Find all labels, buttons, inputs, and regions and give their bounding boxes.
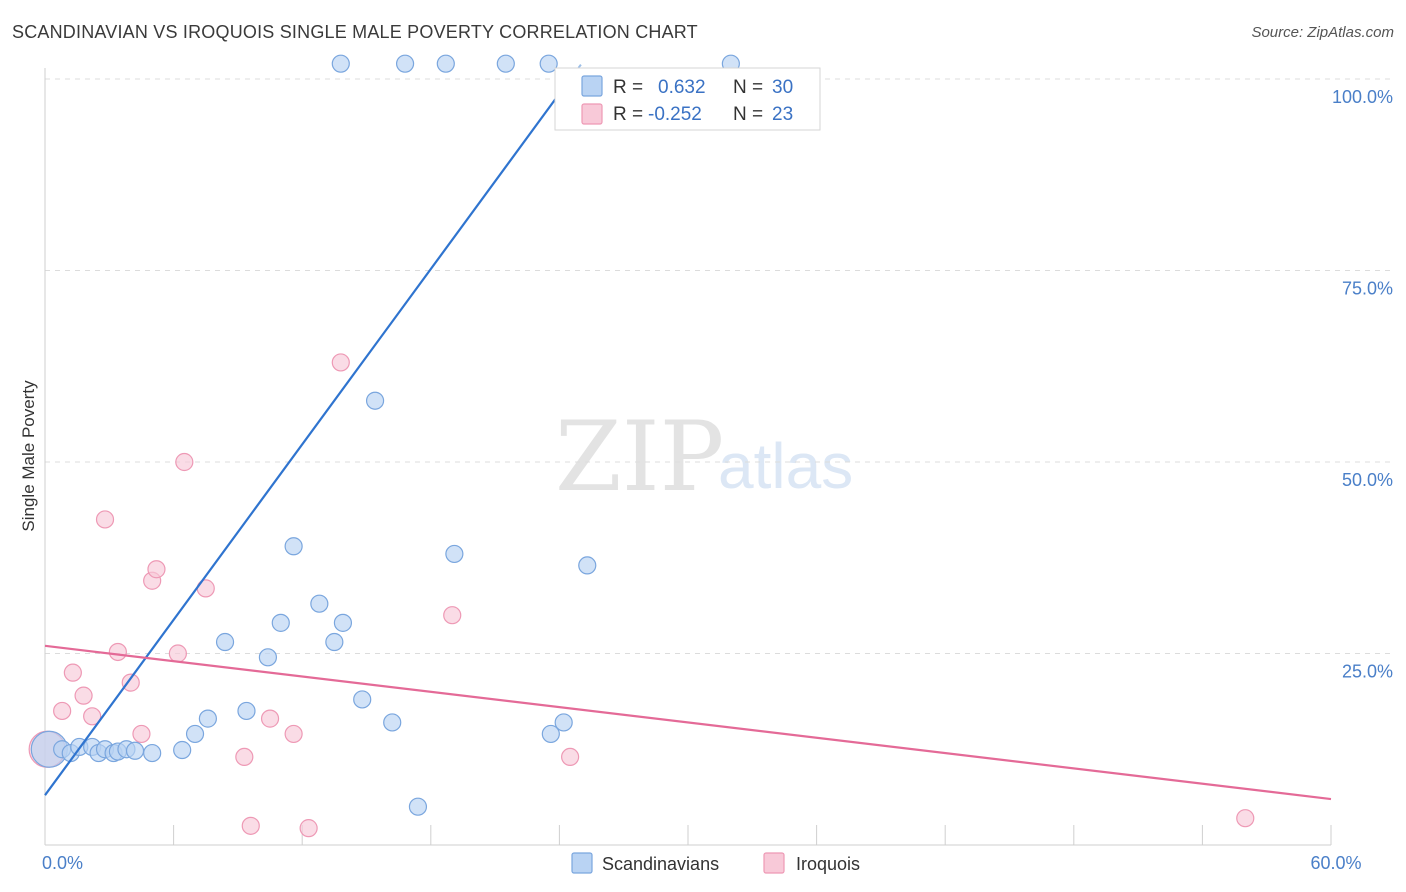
stats-n-label-blue: N = bbox=[733, 77, 763, 98]
iroquois-point bbox=[1236, 809, 1255, 828]
stats-r-value-blue: 0.632 bbox=[658, 77, 706, 98]
legend-label-scandinavians: Scandinavians bbox=[602, 854, 719, 874]
scandinavians-point bbox=[215, 632, 235, 652]
scandinavians-point bbox=[310, 594, 329, 613]
scandinavians-point bbox=[436, 54, 455, 73]
watermark-atlas: atlas bbox=[718, 430, 853, 502]
watermark: ZIP atlas bbox=[555, 401, 853, 513]
iroquois-point bbox=[241, 816, 260, 835]
stats-swatch-pink bbox=[581, 103, 603, 125]
stats-n-value-pink: 23 bbox=[772, 104, 793, 125]
stats-n-value-blue: 30 bbox=[772, 77, 793, 98]
scandinavians-point bbox=[541, 724, 560, 744]
axes bbox=[44, 68, 1332, 846]
iroquois-point bbox=[53, 701, 72, 721]
scandinavians-point bbox=[395, 54, 415, 73]
iroquois-point bbox=[147, 560, 166, 579]
scandinavians-point bbox=[333, 613, 353, 632]
iroquois-point bbox=[74, 686, 93, 705]
scandinavians-point bbox=[258, 648, 278, 667]
scandinavians-point bbox=[554, 713, 573, 732]
iroquois-point bbox=[331, 353, 350, 372]
iroquois-point bbox=[63, 663, 82, 682]
scandinavians-point bbox=[353, 690, 372, 709]
scandinavians-point bbox=[125, 741, 145, 760]
source-note: Source: ZipAtlas.com bbox=[1251, 24, 1394, 41]
scandinavians-point bbox=[198, 709, 217, 728]
iroquois-point bbox=[235, 747, 254, 767]
y-tick-label: 75.0% bbox=[1342, 279, 1393, 299]
watermark-zip: ZIP bbox=[555, 401, 724, 513]
legend-swatch-scandinavians bbox=[571, 852, 593, 874]
x-tick-label: 0.0% bbox=[42, 853, 83, 873]
scandinavians-point bbox=[331, 54, 350, 73]
scandinavian-points bbox=[30, 54, 740, 816]
stats-r-label-blue: R = bbox=[613, 77, 643, 98]
iroquois-point bbox=[108, 642, 127, 662]
iroquois-point bbox=[561, 747, 580, 767]
stats-r-value-pink: -0.252 bbox=[648, 104, 702, 125]
scandinavians-point bbox=[325, 632, 344, 652]
y-tick-label: 25.0% bbox=[1342, 662, 1393, 682]
iroquois-point bbox=[443, 606, 462, 625]
iroquois-point bbox=[121, 673, 140, 692]
iroquois-point bbox=[175, 452, 194, 472]
x-tick-label: 60.0% bbox=[1310, 853, 1361, 873]
scandinavians-point bbox=[383, 713, 402, 732]
stats-n-label-pink: N = bbox=[733, 104, 763, 125]
scandinavians-point bbox=[408, 797, 428, 816]
scandinavians-point bbox=[365, 391, 385, 410]
scandinavians-point bbox=[445, 544, 464, 564]
scandinavians-point bbox=[185, 724, 205, 744]
scandinavians-point bbox=[173, 740, 192, 760]
iroquois-point bbox=[168, 644, 187, 663]
scandinavians-point bbox=[539, 54, 558, 73]
x-tick-labels: 0.0% 60.0% bbox=[42, 853, 1362, 873]
gridlines bbox=[45, 78, 1395, 654]
iroquois-point bbox=[284, 724, 303, 744]
stats-box: R = 0.632 N = 30 R = -0.252 N = 23 bbox=[554, 67, 821, 131]
scandinavians-point bbox=[271, 613, 290, 632]
iroquois-point bbox=[132, 724, 151, 744]
iroquois-point bbox=[95, 510, 115, 529]
scandinavians-point bbox=[237, 701, 256, 721]
y-tick-labels: 25.0% 50.0% 75.0% 100.0% bbox=[1332, 87, 1393, 682]
iroquois-point bbox=[299, 819, 318, 838]
y-axis-label: Single Male Poverty bbox=[19, 380, 38, 532]
stats-r-label-pink: R = bbox=[613, 104, 643, 125]
legend: Scandinavians Iroquois bbox=[571, 852, 860, 874]
legend-label-iroquois: Iroquois bbox=[796, 854, 860, 874]
y-tick-label: 100.0% bbox=[1332, 87, 1393, 107]
scandinavians-trend-line bbox=[44, 78, 572, 796]
iroquois-point bbox=[83, 707, 102, 726]
stats-swatch-blue bbox=[581, 75, 603, 97]
y-tick-label: 50.0% bbox=[1342, 470, 1393, 490]
scandinavians-point bbox=[284, 537, 303, 556]
scandinavians-point bbox=[143, 743, 162, 763]
chart-title: SCANDINAVIAN VS IROQUOIS SINGLE MALE POV… bbox=[12, 22, 698, 42]
iroquois-point bbox=[260, 709, 280, 728]
legend-swatch-iroquois bbox=[763, 852, 785, 874]
iroquois-trend-line bbox=[44, 644, 1332, 801]
scandinavians-point bbox=[496, 54, 515, 73]
scandinavians-point bbox=[578, 556, 597, 575]
